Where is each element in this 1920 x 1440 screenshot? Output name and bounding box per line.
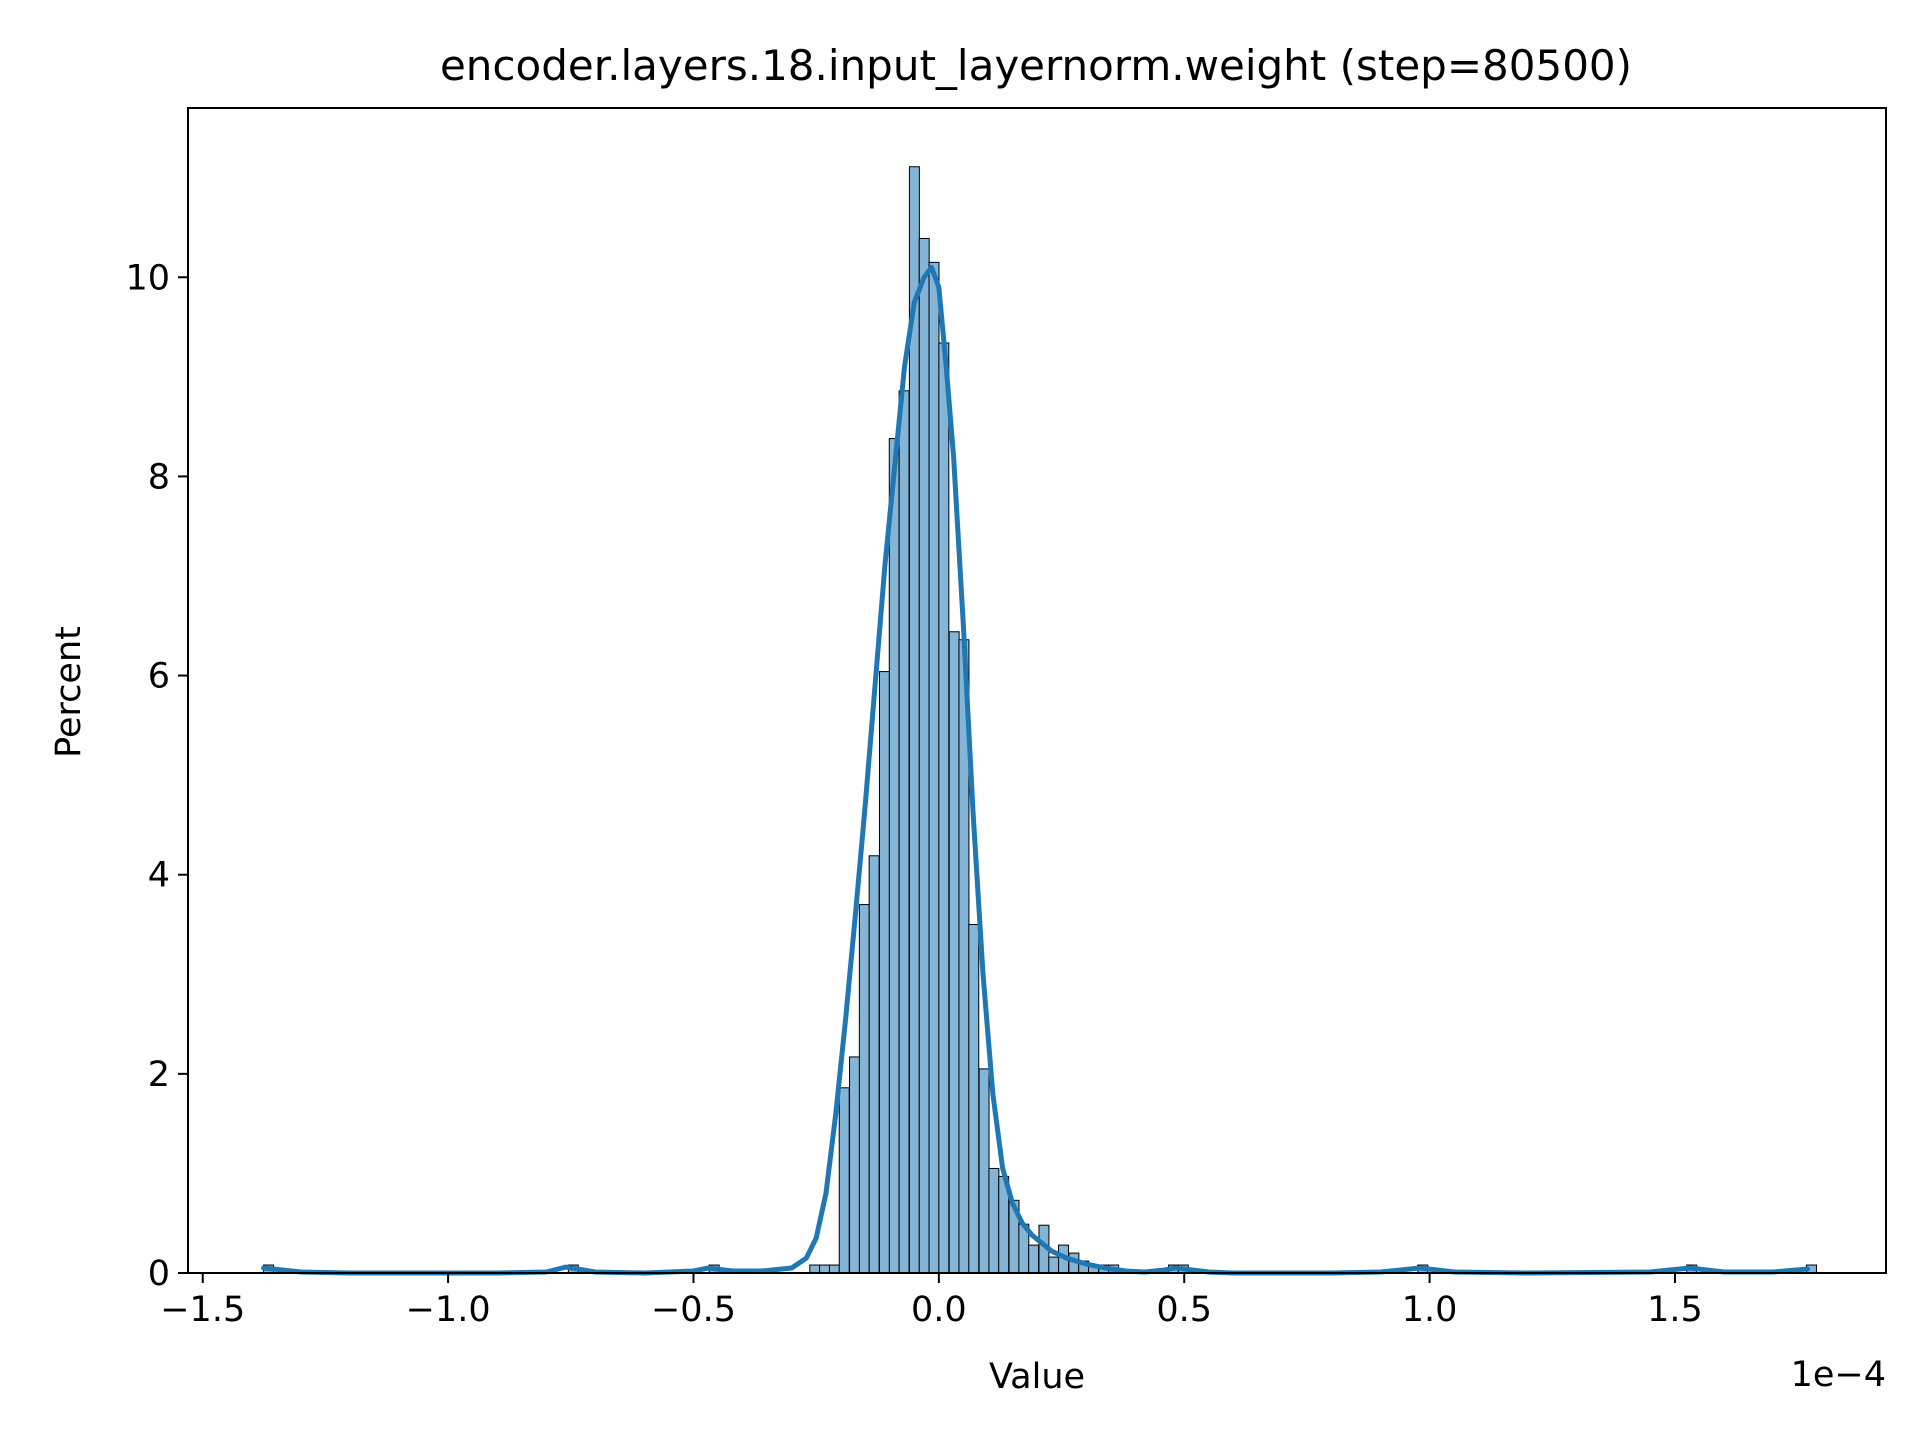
histogram-bar [948,631,960,1274]
x-tick-label: 0.0 [911,1290,967,1330]
x-tick-label: 1.0 [1402,1290,1458,1330]
x-tick-label: −1.5 [160,1290,245,1330]
histogram-bar [878,671,890,1274]
histogram-bar [938,342,950,1274]
y-axis-label: Percent [49,626,89,758]
histogram-bar [849,1056,860,1274]
histogram-bar [928,261,940,1274]
histogram-bar [828,1264,840,1274]
x-axis-label: Value [989,1357,1085,1397]
histogram-bar [918,237,930,1274]
histogram-bar [978,1068,990,1274]
y-tick-label: 0 [148,1254,170,1294]
histogram-bars [263,166,1817,1274]
histogram-bar [898,390,910,1274]
histogram-bar [988,1167,1000,1274]
x-axis-offset-label: 1e−4 [1791,1355,1886,1395]
chart-title: encoder.layers.18.input_layernorm.weight… [440,41,1632,90]
y-axis: 0 2 4 6 8 10 [125,258,188,1294]
x-tick-label: 1.5 [1647,1290,1703,1330]
histogram-bar [838,1087,850,1274]
histogram-bar [968,924,980,1274]
x-tick-label: −0.5 [651,1290,736,1330]
y-tick-label: 6 [148,657,170,697]
histogram-bar [1048,1256,1060,1274]
histogram-bar [858,904,870,1274]
histogram-bar [809,1264,821,1274]
histogram-bar [1028,1244,1040,1274]
histogram-bar [868,855,880,1274]
x-axis: −1.5 −1.0 −0.5 0.0 0.5 1.0 1.5 [160,1273,1703,1330]
x-tick-label: 0.5 [1156,1290,1212,1330]
plot-frame [187,107,1887,1274]
histogram-bar [819,1264,831,1274]
y-tick-label: 8 [148,457,170,497]
y-tick-label: 10 [125,258,170,298]
x-tick-label: −1.0 [406,1290,491,1330]
kde-curve [261,264,1810,1276]
histogram-bar [888,438,900,1274]
y-tick-label: 4 [148,856,170,896]
y-tick-label: 2 [148,1055,170,1095]
